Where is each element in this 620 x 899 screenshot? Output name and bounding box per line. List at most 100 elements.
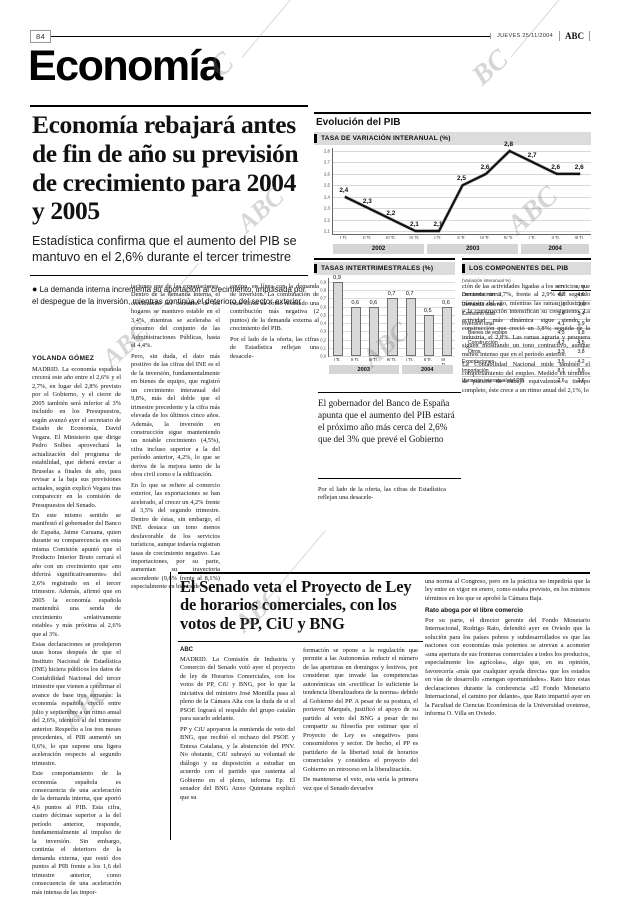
newspaper-page: 84 JUEVES 25/11/2004 ABC Economía Econom…	[28, 0, 591, 896]
paragraph: formación se opone a la regulación que p…	[303, 647, 418, 773]
page-folio: 84	[30, 29, 52, 43]
gridline	[333, 219, 591, 221]
paragraph: MADRID. La Comisión de Industria y Comer…	[180, 656, 295, 723]
section-rule	[30, 105, 308, 107]
section-title: Economía	[28, 42, 223, 90]
paragraph: Por el lado de la oferta, las cifras de …	[230, 335, 319, 360]
lead-column-4: Por el lado de la oferta, las cifras de …	[318, 486, 446, 505]
gridline	[333, 208, 591, 210]
byline: YOLANDA GÓMEZ	[32, 355, 95, 362]
bar	[332, 282, 344, 356]
table-cell-label: Variación interanual del PIB	[462, 377, 525, 384]
data-label: 2,1	[433, 221, 443, 228]
lead-column-3: equipo, en línea con la demanda de inver…	[230, 283, 319, 363]
y-tick-label: 2,7	[323, 159, 330, 165]
gridline	[333, 162, 591, 164]
gridline	[333, 231, 591, 232]
data-label: 0,6	[442, 299, 450, 306]
data-label: 2,4	[339, 186, 349, 194]
panel-top-rule	[314, 112, 591, 114]
table-cell-value: -2,0	[571, 300, 591, 310]
x-tick-label: II Tr.	[457, 235, 466, 240]
table-cell-value: 2,6	[577, 377, 585, 384]
bottom-headline-rule	[178, 641, 423, 642]
y-tick-label: 0,3	[320, 328, 326, 334]
x-tick-label: IV Tr.	[386, 357, 397, 362]
table-cell-value: 4,2	[551, 338, 571, 348]
y-tick-label: 2,4	[323, 194, 330, 200]
x-tick-label: II Tr.	[423, 357, 432, 362]
gridline	[333, 151, 591, 152]
table-row: Demanda externa -1,6 -2,0	[462, 300, 591, 310]
y-tick-label: 0,9	[320, 279, 326, 285]
year-band: 2004	[521, 244, 589, 254]
table-cell-value: 3,5	[551, 357, 571, 367]
table-row: Variación interanual del PIB 2,6 2,6	[462, 376, 591, 385]
x-tick-label: IV Tr.	[503, 235, 514, 240]
table-cell-value: 5,9	[571, 319, 591, 329]
y-tick-label: 0,4	[320, 320, 326, 326]
y-tick-label: 0,2	[320, 337, 326, 343]
lead-column-2: taciones que de las exportaciones. Dentr…	[131, 283, 220, 594]
table-cell-value: 3,4	[571, 309, 591, 320]
table-header-row: II Tr. III Tr.	[462, 284, 591, 291]
y-tick-label: 2,1	[323, 228, 330, 234]
data-label: 2,3	[362, 198, 372, 206]
line-chart-year-bands: 2002 2003 2004	[332, 244, 591, 254]
table-header-cell: III Tr.	[571, 284, 591, 291]
x-tick-label: I Tr.	[340, 235, 348, 240]
table-body: Demanda interna 4,2 4,6 Demanda externa -1,6…	[462, 290, 591, 386]
components-panel: LOS COMPONENTES DEL PIB (Variación inter…	[462, 258, 591, 385]
bar	[387, 298, 398, 356]
table-cell-value: -1,6	[551, 300, 571, 310]
table-cell-value: 4,5	[571, 338, 591, 348]
table-row: Importación 8,1 9,6	[462, 366, 591, 377]
data-label: 0,6	[351, 299, 360, 306]
data-label: 2,1	[409, 221, 419, 228]
gridline	[333, 173, 591, 175]
paragraph: Por su parte, el director gerente del Fo…	[425, 616, 590, 717]
table-cell-value: 4,6	[571, 290, 591, 301]
x-tick-label: I Tr.	[406, 357, 414, 362]
table-row: Demanda interna 4,2 4,6	[462, 290, 591, 301]
y-tick-label: 2,2	[323, 217, 330, 223]
x-tick-label: III Tr.	[368, 357, 378, 362]
paragraph: Por el lado de la oferta, las cifras de …	[318, 486, 446, 502]
table-cell-label: Bienes de equipo	[462, 328, 551, 339]
paragraph: De mantenerse el veto, esta sería la pri…	[303, 776, 418, 792]
bar-chart-xlabels: I Tr. II Tr. III Tr. IV Tr. I Tr. II Tr. III T…	[328, 357, 455, 367]
lead-headline: Economía rebajará antes de fin de año su…	[32, 110, 299, 226]
x-tick-label: III Tr.	[441, 357, 446, 367]
label-tick-icon	[462, 264, 465, 273]
bottom-column-1: MADRID. La Comisión de Industria y Comer…	[180, 656, 295, 804]
label-tick-icon	[314, 134, 317, 143]
bullet-icon: ●	[32, 284, 38, 294]
year-band: 2003	[329, 365, 399, 374]
year-band: 2004	[401, 365, 453, 374]
x-tick-label: II Tr.	[351, 357, 360, 362]
table-cell-label: Construcción	[462, 338, 551, 348]
x-tick-label: I Tr.	[333, 357, 341, 362]
table-cell-label: Consumo total	[462, 309, 551, 320]
masthead-brand: ABC	[558, 31, 590, 41]
table-cell-value: 2,6	[557, 377, 565, 384]
paragraph: Estas declaraciones se produjeron unas h…	[32, 641, 121, 767]
y-tick-label: 0,8	[320, 287, 326, 293]
components-label: LOS COMPONENTES DEL PIB	[462, 262, 591, 275]
data-label: 2,6	[551, 163, 561, 171]
data-label: 0,7	[387, 291, 396, 298]
bottom-article-rule	[178, 572, 590, 574]
bottom-vertical-rule	[170, 572, 171, 840]
y-tick-label: 2,3	[323, 205, 330, 211]
masthead-date: JUEVES 25/11/2004	[489, 33, 559, 39]
x-tick-label: III Tr.	[386, 235, 396, 240]
bar	[405, 298, 416, 356]
y-tick-label: 0,0	[320, 353, 326, 359]
table-cell-value: 3,8	[571, 347, 591, 358]
paragraph: una norma al Congreso, pero en la prácti…	[425, 578, 590, 602]
bar-chart-year-bands: 2003 2004	[328, 365, 455, 374]
x-tick-label: I Tr.	[528, 235, 536, 240]
paragraph: La Contabilidad Nacional mide también el…	[462, 361, 590, 394]
table-row: Exportaciones 3,5 4,2	[462, 357, 591, 367]
bar-chart: 0,0 0,1 0,2 0,3 0,4 0,5 0,6 0,7 0,8 0,9 I Tr. II T…	[314, 275, 455, 374]
